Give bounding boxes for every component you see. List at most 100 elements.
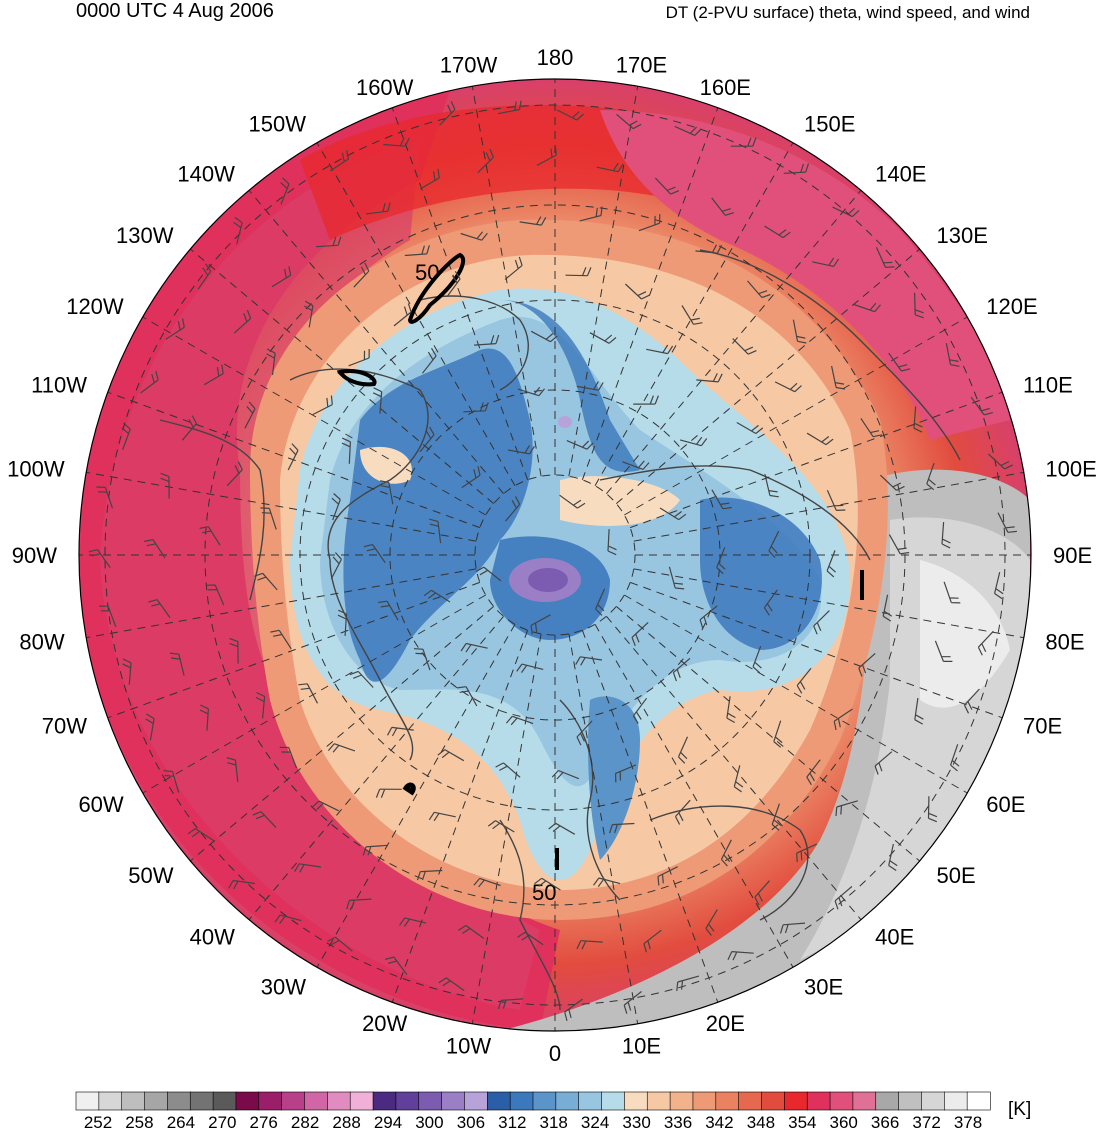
longitude-label: 50E — [937, 863, 976, 888]
wind-barb — [363, 544, 386, 564]
wind-barb — [439, 101, 456, 126]
colorbar-swatch — [464, 1091, 488, 1111]
wind-barb — [312, 395, 333, 416]
wind-barb — [304, 300, 314, 328]
colorbar-swatch — [921, 1091, 945, 1111]
colorbar-swatch — [281, 1091, 306, 1111]
wind-barb — [233, 309, 252, 334]
wind-barb — [677, 736, 689, 764]
wind-barb — [327, 936, 353, 952]
wind-barb — [813, 610, 830, 635]
wind-barb — [294, 863, 322, 873]
wind-barb — [375, 788, 402, 798]
wind-barb — [96, 486, 114, 509]
meridian-line — [624, 316, 968, 516]
wind-barb — [534, 877, 561, 891]
wind-barb — [203, 364, 224, 386]
wind-barb — [970, 396, 993, 416]
meridian-line — [142, 594, 486, 794]
wind-barb — [835, 800, 858, 817]
longitude-label: 20W — [362, 1011, 407, 1036]
wind-barb — [711, 489, 732, 510]
wind-barb — [187, 828, 215, 842]
longitude-label: 100W — [7, 457, 65, 482]
wind-barb — [228, 879, 255, 890]
wind-barb — [833, 708, 853, 731]
wind-barb — [806, 432, 834, 446]
wind-barb — [705, 909, 718, 936]
wind-barb — [754, 880, 770, 906]
wind-barb — [270, 629, 292, 650]
wind-barb — [331, 493, 341, 521]
longitude-label: 90W — [12, 543, 57, 568]
meridian-line — [630, 391, 1003, 529]
colorbar-tick-label: 270 — [208, 1113, 236, 1131]
colorbar: 252 258 264 270 276 282 288 294 300 306 312 318 324 3… — [75, 1091, 991, 1131]
wind-barb — [428, 811, 456, 822]
wind-barb — [536, 146, 557, 166]
wind-barb — [530, 330, 558, 343]
wind-barb — [564, 998, 583, 1021]
colorbar-tick-label: 342 — [705, 1113, 733, 1131]
meridian-line — [568, 86, 639, 477]
colorbar-swatch — [212, 1091, 237, 1111]
wind-barb — [329, 149, 350, 172]
longitude-label: 130W — [116, 223, 174, 248]
wind-barb — [622, 460, 650, 470]
colorbar-swatch — [624, 1091, 648, 1111]
meridian-line — [86, 568, 477, 639]
wind-barb — [879, 474, 905, 491]
meridian-line — [471, 86, 542, 477]
wind-barb — [623, 991, 642, 1014]
colorbar-swatch — [189, 1091, 214, 1111]
colorbar-swatch — [806, 1091, 831, 1111]
wind-barb — [913, 406, 923, 433]
wind-barb — [460, 231, 488, 241]
colorbar-swatch — [372, 1091, 397, 1111]
wind-barb — [353, 262, 370, 288]
meridian-line — [606, 615, 862, 920]
longitude-label: 40E — [875, 925, 914, 950]
longitude-label: 160E — [700, 75, 751, 100]
longitude-label: 30W — [261, 974, 306, 999]
wind-barb — [796, 667, 812, 694]
colorbar-swatch — [509, 1091, 534, 1111]
wind-barb — [548, 822, 576, 835]
wind-barb — [987, 453, 1013, 470]
wind-barb — [768, 530, 780, 559]
longitude-label: 110E — [1023, 373, 1073, 398]
wind-barb — [672, 657, 691, 682]
meridian-line — [633, 568, 1024, 639]
longitude-label: 30E — [804, 974, 843, 999]
longitude-label: 170E — [616, 53, 667, 78]
meridian-line — [615, 606, 920, 862]
wind-barb — [774, 381, 802, 393]
longitude-label: 70E — [1023, 713, 1062, 738]
wind-barb — [806, 759, 821, 786]
wind-barb — [346, 898, 372, 910]
wind-barb — [474, 334, 500, 346]
wind-barb — [404, 245, 430, 257]
wind-barb — [144, 539, 166, 559]
wind-barb — [461, 466, 481, 489]
colorbar-swatch — [738, 1091, 763, 1111]
wind-barb — [874, 751, 893, 775]
wind-barb — [287, 443, 299, 471]
longitude-label: 90E — [1053, 543, 1092, 568]
wind-barb — [419, 426, 435, 453]
wind-barb — [429, 518, 442, 544]
wind-barb — [695, 244, 723, 254]
longitude-label: 120W — [66, 294, 124, 319]
colorbar-swatch — [395, 1091, 420, 1111]
colorbar-swatch — [898, 1091, 923, 1111]
wind-barb — [763, 589, 778, 616]
wind-barb — [372, 387, 383, 414]
wind-barb — [773, 720, 783, 748]
wind-barb — [383, 137, 410, 147]
wind-barb — [457, 924, 485, 939]
wind-barb — [674, 125, 702, 136]
wind-barb — [646, 344, 674, 355]
colorbar-swatch — [578, 1091, 603, 1111]
wind-barb — [716, 547, 726, 575]
